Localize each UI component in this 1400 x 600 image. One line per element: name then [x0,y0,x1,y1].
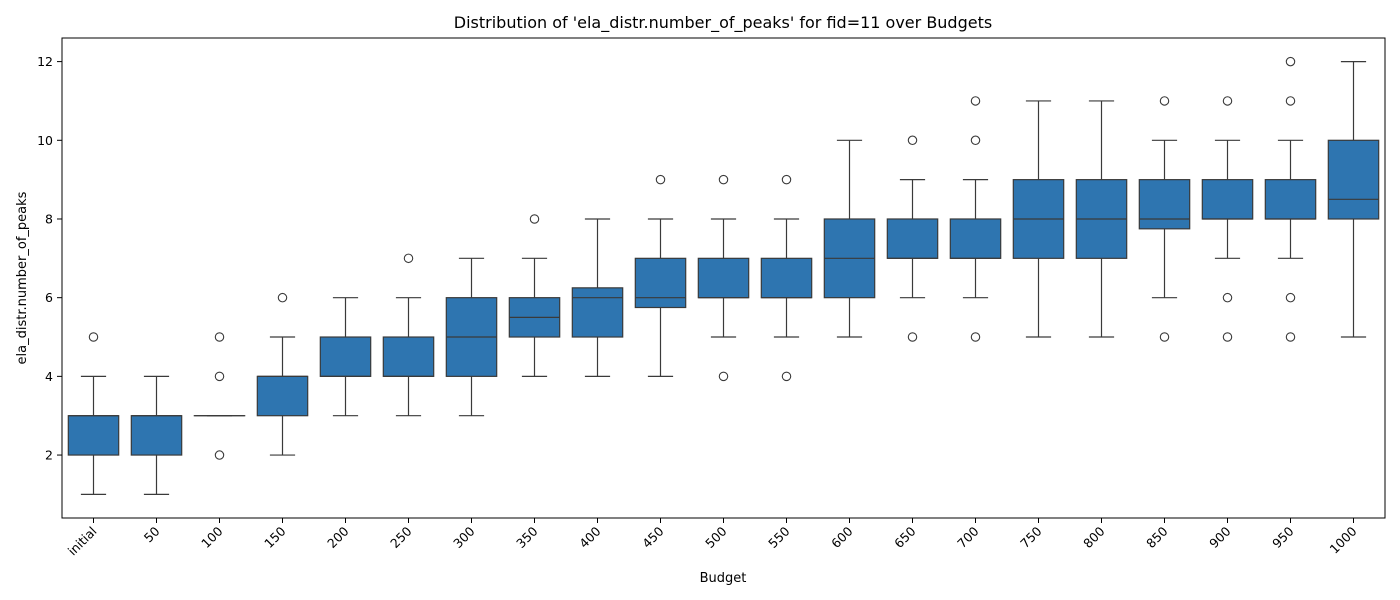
outlier-point [718,371,729,382]
x-tick-label: 900 [1206,523,1234,551]
box-group [1138,96,1191,342]
x-tick-label: 350 [513,523,541,551]
box-group [634,174,687,377]
outlier-point [655,174,666,185]
box-group [130,375,183,495]
outlier-point [277,292,288,303]
x-tick-label: 950 [1269,523,1297,551]
box [634,257,687,309]
box-group [697,174,750,382]
x-tick-label: 550 [765,523,793,551]
box-group [823,139,876,338]
outlier-point [907,135,918,146]
outlier-point [970,96,981,106]
plot-area: 2 4 6 8 10 12 initial 50 100 150 200 250 300 350 400 45… [37,37,1386,559]
outlier-point [214,371,225,382]
x-tick-label: 100 [198,523,226,551]
outlier-point [718,174,729,185]
box-group [256,292,309,456]
box [382,336,435,377]
outlier-point [781,371,792,382]
y-tick-label: 12 [37,54,53,69]
outlier-point [970,332,981,342]
x-tick-label: 850 [1143,523,1171,551]
box-group [319,297,372,417]
outlier-point [970,135,981,146]
x-tick-label: 250 [387,523,415,551]
outlier-point [1222,332,1233,342]
outlier-point [1159,332,1170,342]
box-group [571,218,624,377]
outlier-point [1159,96,1170,106]
x-tick-label: 150 [261,523,289,551]
box [886,218,939,259]
box [1264,179,1317,220]
outlier-point [214,332,225,342]
x-tick-label: initial [65,524,100,559]
box-group [1264,56,1317,342]
x-tick-label: 1000 [1327,523,1360,556]
box [949,218,1002,259]
y-tick-label: 2 [45,448,53,463]
outlier-point [88,332,99,342]
box [760,257,813,299]
box-group [1327,61,1380,338]
outlier-point [1222,292,1233,303]
x-tick-label: 600 [828,523,856,551]
box [697,257,750,299]
box [67,415,120,456]
outlier-point [529,214,540,224]
outlier-point [907,332,918,342]
box [1138,179,1191,230]
box [256,375,309,417]
outlier-point [1285,96,1296,106]
x-tick-label: 450 [639,523,667,551]
box-group [382,253,435,417]
box-group [1075,100,1128,338]
x-tick-label: 500 [702,523,730,551]
y-tick-label: 8 [45,211,53,226]
x-tick-label: 750 [1017,523,1045,551]
y-tick-label: 4 [45,369,53,384]
box-group [1201,96,1254,342]
box [1201,179,1254,220]
box-group [949,96,1002,342]
box [319,336,372,377]
box-group [445,257,498,417]
x-tick-label: 50 [141,523,163,545]
outlier-point [214,450,225,460]
box-group [67,332,120,495]
outlier-point [781,174,792,185]
x-axis-label: Budget [700,571,747,586]
box-group [1012,100,1065,338]
y-tick-label: 6 [45,290,53,305]
outlier-point [1222,96,1233,106]
y-axis-label: ela_distr.number_of_peaks [15,191,30,364]
chart-title: Distribution of 'ela_distr.number_of_pea… [454,13,992,33]
x-tick-label: 700 [954,523,982,551]
outlier-point [1285,332,1296,342]
box [130,415,183,456]
x-tick-label: 650 [891,523,919,551]
box-group [886,135,939,342]
x-tick-label: 200 [324,523,352,551]
x-tick-label: 800 [1080,523,1108,551]
box-group [508,214,561,377]
box-group [760,174,813,382]
outlier-point [1285,292,1296,303]
outlier-point [403,253,414,264]
box-group [193,332,246,460]
box [1327,139,1380,220]
y-tick-label: 10 [37,133,53,148]
x-tick-label: 300 [450,523,478,551]
outlier-point [1285,56,1296,67]
x-tick-label: 400 [576,523,604,551]
box [571,287,624,338]
